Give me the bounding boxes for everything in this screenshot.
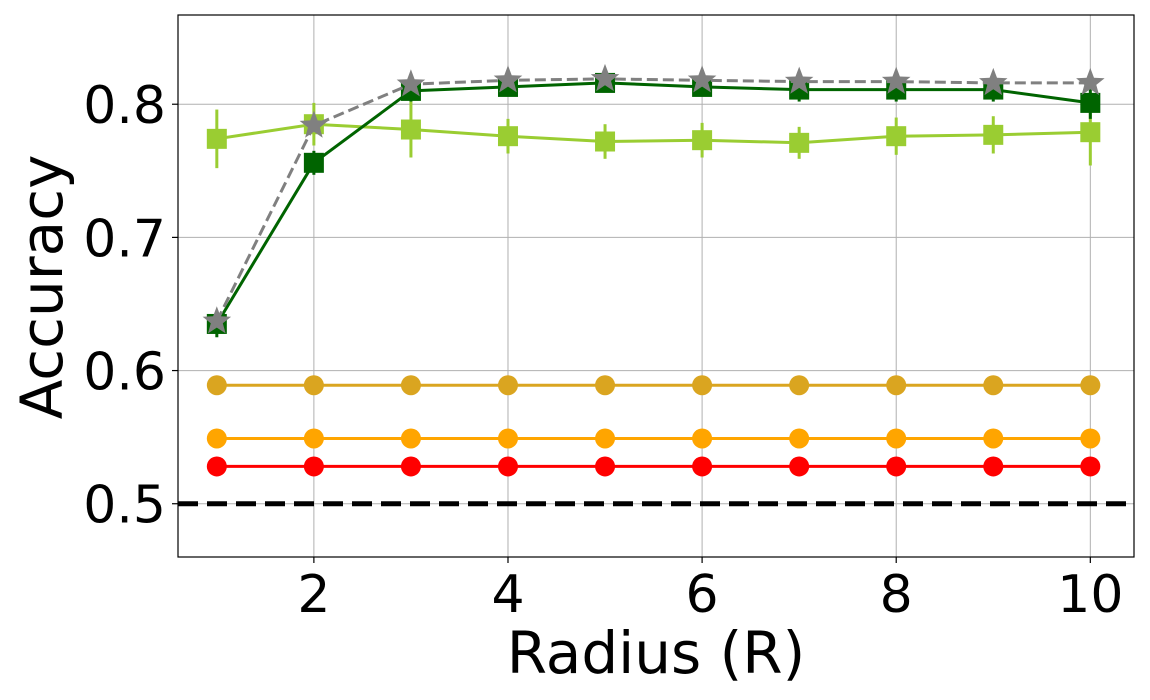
series-line — [215, 81, 1091, 325]
data-point — [299, 110, 329, 138]
data-point — [886, 375, 907, 396]
data-point — [303, 428, 324, 449]
data-point — [497, 126, 518, 147]
data-point — [692, 456, 713, 477]
data-point — [400, 428, 421, 449]
series-2 — [206, 98, 1101, 169]
series-4 — [206, 428, 1101, 449]
data-point — [789, 375, 810, 396]
series-0 — [202, 63, 1105, 334]
data-point — [497, 456, 518, 477]
data-point — [303, 152, 324, 173]
data-point — [206, 428, 227, 449]
data-point — [497, 428, 518, 449]
series-line — [216, 122, 1091, 145]
data-point — [303, 375, 324, 396]
x-tick-label: 6 — [686, 565, 719, 625]
y-tick-label: 0.8 — [83, 76, 166, 136]
data-point — [983, 375, 1004, 396]
data-point — [1076, 67, 1105, 96]
data-point — [1080, 456, 1101, 477]
series-line — [215, 77, 1091, 322]
x-tick-label: 2 — [297, 565, 330, 625]
y-axis-ticks: 0.5 0.6 0.7 0.8 — [83, 76, 178, 536]
data-point — [595, 456, 616, 477]
x-tick-label: 10 — [1057, 565, 1123, 625]
data-point — [692, 130, 713, 151]
data-point — [789, 428, 810, 449]
data-point — [1080, 92, 1101, 113]
data-point — [206, 128, 227, 149]
data-point — [692, 375, 713, 396]
data-point — [789, 456, 810, 477]
data-point — [789, 132, 810, 153]
data-point — [784, 66, 814, 94]
y-tick-label: 0.5 — [83, 476, 166, 536]
data-point — [497, 375, 518, 396]
x-tick-label: 4 — [491, 565, 524, 625]
data-point — [979, 67, 1008, 96]
data-point — [400, 119, 421, 140]
data-point — [202, 306, 232, 334]
data-point — [983, 456, 1004, 477]
data-point — [1080, 122, 1101, 143]
data-point — [493, 65, 523, 93]
data-point — [396, 69, 426, 97]
y-axis-label: Accuracy — [8, 155, 76, 420]
y-tick-label: 0.6 — [83, 343, 166, 403]
data-point — [886, 126, 907, 147]
x-axis-ticks: 2 4 6 8 10 — [297, 557, 1123, 625]
plot-frame — [177, 14, 1135, 558]
data-point — [206, 456, 227, 477]
x-tick-label: 8 — [880, 565, 913, 625]
data-point — [303, 456, 324, 477]
data-point — [400, 375, 421, 396]
data-point — [590, 63, 620, 92]
data-point — [983, 124, 1004, 145]
plot-series — [202, 63, 1105, 477]
data-point — [692, 428, 713, 449]
data-point — [1080, 375, 1101, 396]
data-point — [881, 66, 911, 94]
data-point — [886, 428, 907, 449]
series-5 — [206, 456, 1101, 477]
data-point — [886, 456, 907, 477]
data-point — [983, 428, 1004, 449]
data-point — [595, 131, 616, 152]
data-point — [687, 65, 717, 93]
data-point — [206, 375, 227, 396]
y-tick-label: 0.7 — [83, 209, 166, 269]
data-point — [595, 428, 616, 449]
data-point — [595, 375, 616, 396]
series-3 — [206, 375, 1101, 396]
data-point — [400, 456, 421, 477]
x-axis-label: Radius (R) — [507, 619, 805, 687]
data-point — [1080, 428, 1101, 449]
